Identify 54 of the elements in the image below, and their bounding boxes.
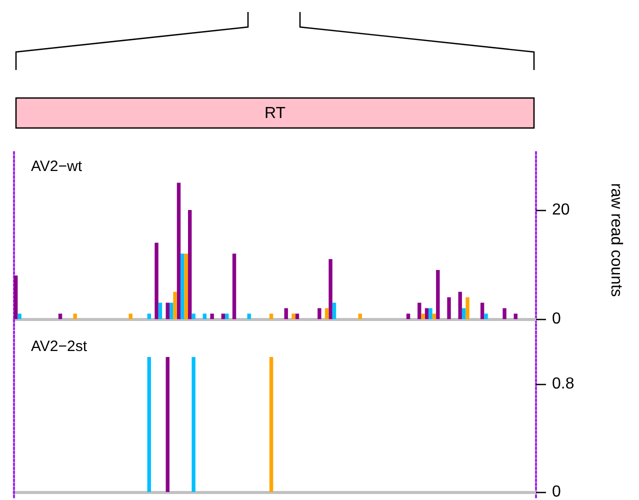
bar [158,302,162,320]
bar [406,314,410,320]
bar [292,314,296,320]
bar [169,302,174,320]
y-tick-label: 20 [552,202,570,218]
bar [424,308,429,320]
bar [18,314,22,320]
bar [154,242,158,320]
bar [514,314,518,320]
bar [484,314,488,320]
bar [328,259,332,320]
text: AV2−2st [31,338,88,355]
bar [247,314,251,320]
bar [502,308,506,320]
bar [462,308,466,320]
text: AV2−wt [31,158,83,175]
bar [447,297,451,320]
bar [173,292,177,320]
bar [147,314,151,320]
bar [269,314,274,320]
bar [284,308,288,320]
y-tick-label: 0 [552,484,561,500]
bar [58,314,62,320]
bar [466,297,470,320]
bar [221,314,226,320]
bar [188,210,192,320]
bar [14,275,18,320]
bar [332,302,336,320]
bar [232,254,236,320]
bar [480,302,484,320]
y-axis-title: raw read counts [608,183,624,297]
bar [436,270,440,320]
bar [421,314,425,320]
bar [428,308,432,320]
bar [73,314,77,320]
bar [458,292,462,320]
y-tick-label: 0 [552,310,561,328]
bar [192,314,196,320]
y-tick-label: 0.8 [552,376,574,392]
bar [128,314,132,320]
bar [225,314,229,320]
bar [184,254,188,320]
bar [324,308,329,320]
bar [180,254,184,320]
bar [432,314,436,320]
bar [418,302,422,320]
text: RT [264,105,286,122]
bar [166,302,170,320]
bar [176,182,181,320]
bar [318,308,322,320]
bar [202,314,207,320]
bar [295,314,300,320]
bar [210,314,214,320]
bar [358,314,362,320]
